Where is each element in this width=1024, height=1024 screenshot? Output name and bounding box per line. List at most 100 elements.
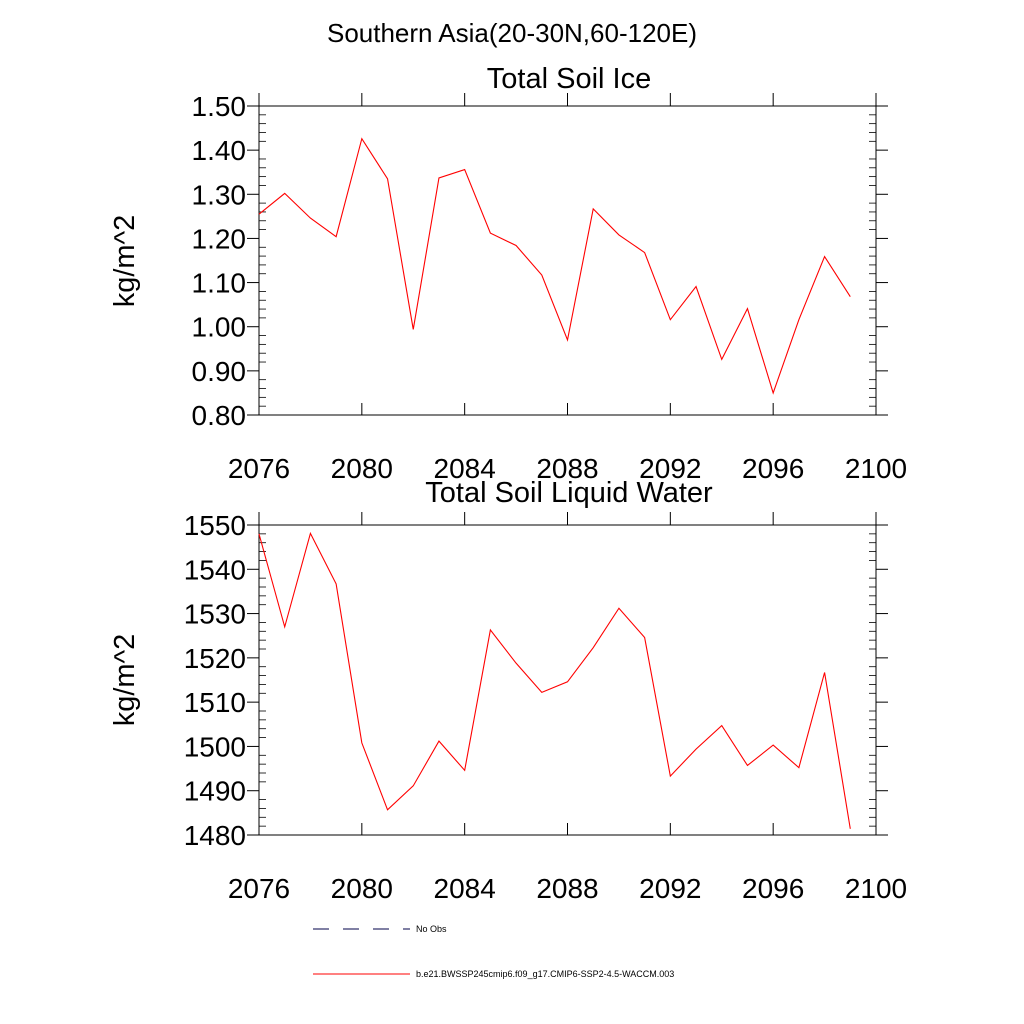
y-tick-label: 1.00 xyxy=(192,312,247,343)
y-axis-label: kg/m^2 xyxy=(109,215,141,308)
data-point xyxy=(616,606,621,611)
x-tick-label: 2092 xyxy=(639,873,701,904)
series-group xyxy=(257,136,853,395)
data-point xyxy=(668,317,673,322)
data-point xyxy=(591,206,596,211)
y-tick-label: 1520 xyxy=(184,643,246,674)
data-point xyxy=(771,390,776,395)
data-point xyxy=(359,740,364,745)
x-tick-label: 2084 xyxy=(434,453,496,484)
data-point xyxy=(668,774,673,779)
y-tick-label: 1490 xyxy=(184,776,246,807)
y-tick-label: 1540 xyxy=(184,554,246,585)
data-point xyxy=(308,531,313,536)
series-line xyxy=(258,137,851,395)
y-tick-labels: 0.80 0.90 1.00 1.10 1.20 1.30 1.40 1.50 xyxy=(192,91,247,431)
panel-total-soil-liquid-water: Total Soil Liquid Water kg/m^2 2076 2080 2… xyxy=(109,477,907,904)
legend-label-model: b.e21.BWSSP245cmip6.f09_g17.CMIP6-SSP2-4… xyxy=(416,969,674,979)
legend-label-no-obs: No Obs xyxy=(416,924,447,934)
data-point xyxy=(642,250,647,255)
x-tick-label: 2088 xyxy=(536,453,598,484)
data-point xyxy=(565,337,570,342)
data-point xyxy=(745,306,750,311)
y-tick-label: 1.50 xyxy=(192,91,247,122)
data-point xyxy=(334,581,339,586)
data-point xyxy=(694,747,699,752)
x-tick-label: 2080 xyxy=(331,873,393,904)
panel-title: Total Soil Liquid Water xyxy=(425,477,713,509)
y-tick-label: 0.80 xyxy=(192,400,247,431)
data-point xyxy=(796,317,801,322)
y-tick-labels: 1480 1490 1500 1510 1520 1530 1540 1550 xyxy=(184,510,246,851)
data-point xyxy=(488,231,493,236)
plot-frame xyxy=(258,105,877,416)
y-axis-label: kg/m^2 xyxy=(109,634,141,727)
data-point xyxy=(257,212,262,217)
legend: No Obs b.e21.BWSSP245cmip6.f09_g17.CMIP6… xyxy=(313,924,674,979)
x-tick-label: 2096 xyxy=(742,453,804,484)
y-tick-label: 1.10 xyxy=(192,268,247,299)
data-point xyxy=(642,635,647,640)
data-point xyxy=(616,232,621,237)
data-point xyxy=(334,234,339,239)
figure-suptitle: Southern Asia(20-30N,60-120E) xyxy=(327,18,697,48)
data-point xyxy=(694,284,699,289)
data-point xyxy=(719,723,724,728)
x-tick-label: 2100 xyxy=(845,873,907,904)
data-point xyxy=(848,826,853,831)
data-point xyxy=(848,294,853,299)
data-point xyxy=(719,357,724,362)
series-line xyxy=(258,531,851,829)
y-tick-label: 1.20 xyxy=(192,223,247,254)
x-tick-label: 2096 xyxy=(742,873,804,904)
axis-ticks xyxy=(247,512,888,836)
data-point xyxy=(385,176,390,181)
y-tick-label: 1.30 xyxy=(192,179,247,210)
x-tick-label: 2092 xyxy=(639,453,701,484)
y-tick-label: 1.40 xyxy=(192,135,247,166)
x-tick-label: 2100 xyxy=(845,453,907,484)
data-point xyxy=(796,765,801,770)
y-tick-label: 0.90 xyxy=(192,356,247,387)
y-tick-label: 1530 xyxy=(184,599,246,630)
x-tick-label: 2084 xyxy=(434,873,496,904)
axis-ticks xyxy=(247,93,888,416)
data-point xyxy=(411,327,416,332)
data-point xyxy=(308,216,313,221)
y-tick-label: 1550 xyxy=(184,510,246,541)
data-point xyxy=(462,768,467,773)
data-point xyxy=(539,690,544,695)
data-point xyxy=(745,763,750,768)
x-tick-labels: 2076 2080 2084 2088 2092 2096 2100 xyxy=(228,873,907,904)
x-tick-label: 2088 xyxy=(536,873,598,904)
data-point xyxy=(282,624,287,629)
data-point xyxy=(565,679,570,684)
y-tick-label: 1510 xyxy=(184,687,246,718)
data-point xyxy=(385,807,390,812)
data-point xyxy=(591,645,596,650)
data-point xyxy=(359,136,364,141)
data-point xyxy=(514,661,519,666)
data-point xyxy=(462,167,467,172)
panel-title: Total Soil Ice xyxy=(487,63,651,95)
y-tick-label: 1500 xyxy=(184,731,246,762)
data-point xyxy=(488,627,493,632)
y-tick-label: 1480 xyxy=(184,820,246,851)
data-point xyxy=(436,175,441,180)
data-point xyxy=(282,191,287,196)
series-group xyxy=(257,531,853,831)
x-tick-label: 2080 xyxy=(331,453,393,484)
x-tick-labels: 2076 2080 2084 2088 2092 2096 2100 xyxy=(228,453,907,484)
data-point xyxy=(514,243,519,248)
data-point xyxy=(822,670,827,675)
data-point xyxy=(436,739,441,744)
data-point xyxy=(771,743,776,748)
x-tick-label: 2076 xyxy=(228,453,290,484)
data-point xyxy=(257,531,262,536)
x-tick-label: 2076 xyxy=(228,873,290,904)
panel-total-soil-ice: Total Soil Ice kg/m^2 2076 2080 2084 2088 20… xyxy=(109,63,907,484)
data-point xyxy=(411,783,416,788)
data-point xyxy=(539,273,544,278)
